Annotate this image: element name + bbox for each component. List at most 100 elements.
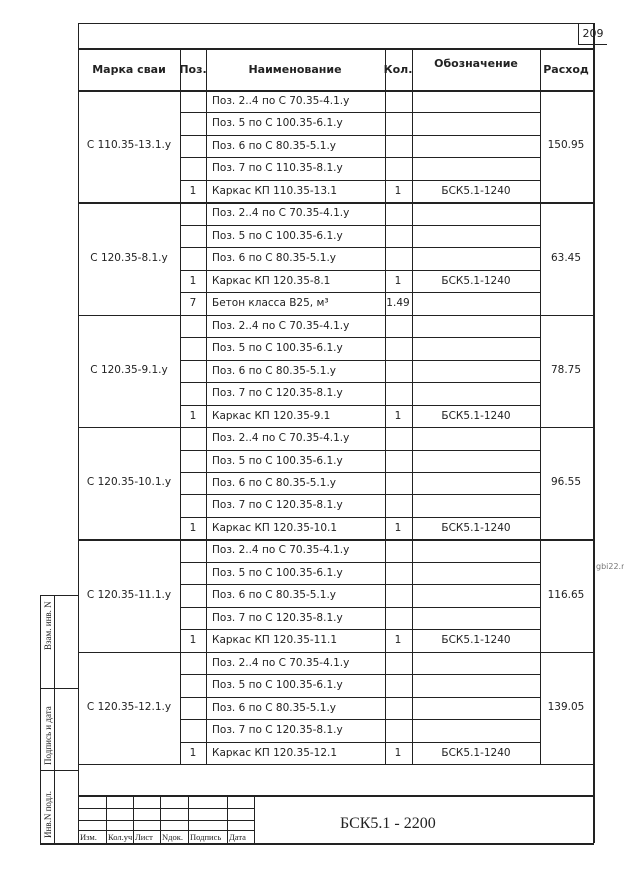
name-cell: Поз. 7 по С 120.35-8.1.у — [212, 724, 343, 737]
grid-line — [160, 795, 161, 843]
grid-line — [54, 595, 55, 843]
name-cell: Поз. 2..4 по С 70.35-4.1.у — [212, 95, 350, 107]
pile-mark: С 120.35-11.1.у — [86, 588, 172, 601]
position-cell: 1 — [189, 521, 197, 534]
grid-line — [78, 651, 593, 653]
grid-line — [78, 23, 594, 24]
name-cell: Каркас КП 110.35-13.1 — [212, 184, 338, 197]
grid-line — [593, 23, 595, 843]
name-cell: Поз. 5 по С 100.35-6.1.у — [212, 454, 343, 467]
grid-line — [40, 595, 42, 843]
name-cell: Поз. 2..4 по С 70.35-4.1.у — [212, 544, 350, 557]
grid-line — [180, 179, 540, 181]
title-block-label: Дата — [229, 832, 246, 842]
grid-line — [180, 224, 540, 226]
name-cell: Поз. 7 по С 120.35-8.1.у — [212, 499, 343, 512]
grid-line — [78, 539, 593, 541]
column-header: Поз. — [179, 63, 207, 76]
watermark: gbi22.ru — [596, 562, 624, 571]
name-cell: Поз. 6 по С 80.35-5.1.у — [212, 589, 336, 602]
grid-line — [385, 48, 387, 765]
designation-cell: БСК5.1-1240 — [441, 274, 511, 287]
consumption-value: 96.55 — [550, 476, 582, 489]
side-stamp-label: Подпись и дата — [43, 706, 53, 765]
name-cell: Поз. 5 по С 100.35-6.1.у — [212, 566, 343, 579]
grid-line — [40, 770, 78, 771]
grid-line — [133, 795, 134, 843]
grid-line — [78, 820, 254, 821]
pile-mark: С 120.35-8.1.у — [90, 251, 168, 264]
column-header: Марка сваи — [92, 63, 166, 76]
name-cell: Поз. 6 по С 80.35-5.1.у — [212, 364, 336, 377]
position-cell: 7 — [189, 297, 197, 310]
title-block-label: Подпись — [190, 832, 222, 842]
grid-line — [180, 449, 540, 451]
quantity-cell: 1 — [394, 184, 402, 197]
designation-cell: БСК5.1-1240 — [441, 409, 511, 422]
name-cell: Каркас КП 120.35-10.1 — [212, 521, 338, 534]
grid-line — [40, 843, 594, 845]
position-cell: 1 — [189, 746, 197, 759]
grid-line — [40, 595, 78, 597]
grid-line — [206, 48, 208, 765]
pile-mark: С 120.35-12.1.у — [86, 700, 172, 713]
consumption-value: 139.05 — [547, 700, 585, 713]
name-cell: Поз. 2..4 по С 70.35-4.1.у — [212, 207, 350, 220]
grid-line — [540, 48, 542, 765]
quantity-cell: 1 — [394, 746, 402, 759]
grid-line — [180, 606, 540, 608]
grid-line — [180, 247, 540, 249]
name-cell: Поз. 6 по С 80.35-5.1.у — [212, 701, 336, 714]
name-cell: Поз. 6 по С 80.35-5.1.у — [212, 476, 336, 489]
grid-line — [180, 134, 540, 136]
grid-line — [78, 427, 593, 429]
side-stamp-label: Инв.N подл. — [43, 791, 53, 838]
grid-line — [40, 688, 78, 689]
document-code: БСК5.1 - 2200 — [340, 815, 436, 832]
designation-cell: БСК5.1-1240 — [441, 184, 511, 197]
grid-line — [180, 471, 540, 473]
grid-line — [180, 48, 182, 765]
quantity-cell: 1 — [394, 521, 402, 534]
grid-line — [78, 808, 254, 809]
grid-line — [180, 337, 540, 339]
designation-cell: БСК5.1-1240 — [441, 634, 511, 647]
name-cell: Поз. 5 по С 100.35-6.1.у — [212, 679, 343, 692]
grid-line — [180, 674, 540, 676]
designation-cell: БСК5.1-1240 — [441, 746, 511, 759]
grid-line — [180, 157, 540, 159]
grid-line — [180, 561, 540, 563]
position-cell: 1 — [189, 184, 197, 197]
title-block-label: Кол.уч — [108, 832, 133, 842]
quantity-cell: 1.49 — [386, 297, 410, 310]
grid-line — [180, 696, 540, 698]
designation-cell: БСК5.1-1240 — [441, 521, 511, 534]
grid-line — [180, 629, 540, 631]
grid-line — [180, 719, 540, 721]
title-block-label: Лист — [135, 832, 153, 842]
grid-line — [180, 112, 540, 114]
grid-line — [180, 292, 540, 294]
name-cell: Поз. 6 по С 80.35-5.1.у — [212, 139, 336, 152]
quantity-cell: 1 — [394, 409, 402, 422]
column-header: Кол. — [383, 63, 413, 76]
name-cell: Поз. 2..4 по С 70.35-4.1.у — [212, 656, 350, 669]
name-cell: Поз. 5 по С 100.35-6.1.у — [212, 117, 343, 130]
name-cell: Поз. 7 по С 120.35-8.1.у — [212, 387, 343, 400]
grid-line — [188, 795, 189, 843]
position-cell: 1 — [189, 634, 197, 647]
name-cell: Поз. 7 по С 110.35-8.1.у — [212, 162, 343, 175]
grid-line — [180, 741, 540, 743]
position-cell: 1 — [189, 409, 197, 422]
name-cell: Поз. 2..4 по С 70.35-4.1.у — [212, 432, 350, 445]
column-header: Обозначение — [434, 57, 518, 70]
grid-line — [78, 314, 593, 316]
pile-mark: С 120.35-9.1.у — [90, 363, 168, 376]
grid-line — [78, 90, 593, 92]
side-stamp-label: Взам. инв. N — [43, 601, 53, 650]
grid-line — [180, 584, 540, 586]
name-cell: Каркас КП 120.35-12.1 — [212, 746, 338, 759]
position-cell: 1 — [189, 274, 197, 287]
title-block-label: Nдок. — [162, 832, 183, 842]
